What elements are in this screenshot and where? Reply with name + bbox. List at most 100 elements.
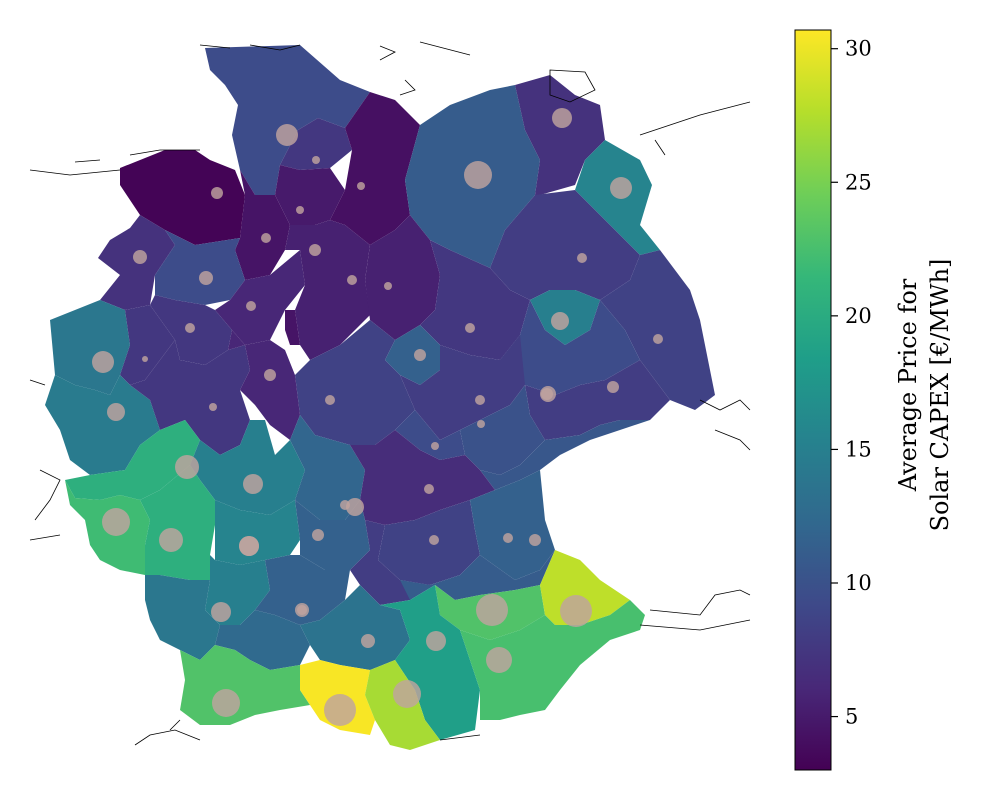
- region-hamburg: [280, 118, 352, 170]
- region-schwarzwald: [145, 575, 220, 660]
- bubble-chemnitz: [475, 395, 485, 405]
- region-brandenburg-nord: [600, 250, 715, 410]
- bubble-schwaebische-alb: [295, 603, 309, 617]
- bubble-niederbayern: [560, 595, 592, 627]
- region-schleswig-holstein: [205, 45, 370, 195]
- region-fulda: [290, 415, 365, 520]
- bubble-leipzig: [431, 442, 439, 450]
- region-oberfranken: [378, 500, 480, 585]
- region-rheinhessen: [140, 465, 215, 580]
- bubble-eifel: [175, 455, 199, 479]
- bubble-uckermark: [610, 177, 632, 199]
- bubble-magdeburg: [414, 349, 426, 361]
- region-oder-spree: [500, 300, 640, 395]
- region-eifel: [65, 420, 200, 500]
- region-oberbayern-west: [380, 585, 480, 740]
- region-ruhr: [120, 305, 175, 385]
- bubble-weser-ems: [246, 301, 256, 311]
- bubble-ruhr: [142, 356, 148, 362]
- region-weser-ems: [215, 250, 305, 345]
- bubble-hannover-west: [347, 275, 357, 285]
- region-schwaebische-alb: [215, 610, 310, 670]
- bubble-halle: [325, 395, 335, 405]
- region-sauerland: [130, 340, 250, 455]
- colorbar-ticks: 5 10 15 20 25 30: [831, 37, 872, 729]
- region-layer: [45, 45, 715, 750]
- region-elbe-weser: [330, 92, 420, 245]
- colorbar-tick-label: 25: [845, 170, 872, 194]
- bubble-dresden: [541, 388, 553, 400]
- bubble-vorpommern: [552, 108, 572, 128]
- region-braunschweig: [285, 310, 300, 345]
- bubble-ostfriesland: [211, 187, 223, 199]
- bubble-layer: [92, 108, 663, 726]
- bubble-sauerland: [209, 403, 217, 411]
- bubble-ostbayern: [476, 594, 508, 626]
- region-leipzig: [395, 410, 465, 460]
- bubble-oberfranken: [429, 535, 439, 545]
- bubble-emsland: [133, 250, 147, 264]
- bubble-brandenburg-nord: [653, 334, 663, 344]
- region-dresden: [460, 385, 545, 475]
- region-thueringen-sued: [350, 430, 495, 525]
- bubble-ostwestfalen: [185, 323, 195, 333]
- region-magdeburg: [385, 325, 440, 385]
- region-lueneburg: [365, 215, 440, 340]
- region-vorpommern: [515, 75, 605, 195]
- bubble-unterfranken: [312, 529, 324, 541]
- bubble-elbe-weser: [357, 182, 365, 190]
- bubble-bremen-nord: [261, 233, 271, 243]
- country-outline: [29, 41, 751, 746]
- bubble-werdenfels: [393, 680, 421, 708]
- region-rhein-main: [215, 500, 300, 565]
- colorbar-tick-label: 5: [845, 705, 858, 729]
- bubble-braunschweig: [309, 244, 321, 256]
- region-nordhessen: [228, 330, 300, 440]
- bubble-saarland-pfalz: [102, 508, 130, 536]
- colorbar-tick-label: 15: [845, 437, 872, 461]
- bubble-lausitz: [607, 381, 619, 393]
- region-unterfranken: [295, 500, 370, 570]
- colorbar-tick-label: 20: [845, 304, 872, 328]
- region-hannover-west: [285, 220, 370, 360]
- bubble-berlin: [551, 312, 569, 330]
- region-altmark: [420, 240, 530, 360]
- bubble-thueringen-sued: [424, 484, 434, 494]
- colorbar-tick-label: 30: [845, 37, 872, 61]
- bubble-mittelhessen: [243, 474, 263, 494]
- bubble-fulda: [346, 498, 364, 516]
- region-oberpfalz: [400, 550, 555, 600]
- region-rheinland: [45, 375, 160, 475]
- bubble-allgaeu: [324, 694, 356, 726]
- bubble-oberbayern-west: [426, 631, 446, 651]
- bubble-bodensee: [212, 689, 240, 717]
- bubble-schleswig-holstein: [276, 124, 298, 146]
- colorbar-label-line1: Average Price for: [894, 278, 922, 492]
- bubble-nordbaden: [239, 536, 259, 556]
- region-schwaben-nord: [300, 585, 410, 670]
- region-halle: [295, 320, 415, 445]
- bubble-oberbayern-ost: [486, 647, 512, 673]
- region-ostfriesland: [120, 150, 245, 245]
- bubble-oldenburg: [199, 271, 213, 285]
- region-oldenburg: [155, 230, 245, 305]
- bubble-altmark: [465, 323, 475, 333]
- colorbar-gradient: [794, 29, 832, 771]
- bubble-nordhessen: [264, 369, 276, 381]
- region-vogtland: [470, 470, 555, 580]
- bubble-unterweser: [296, 206, 304, 214]
- bubble-mittelfranken: [340, 500, 350, 510]
- bubble-schwarzwald: [211, 602, 231, 622]
- bubble-schwaben-nord: [361, 634, 375, 648]
- bubble-muensterland: [92, 351, 114, 373]
- bubble-mecklenburg-west: [464, 161, 492, 189]
- colorbar-tick-label: 10: [845, 571, 872, 595]
- region-thueringen-nord: [400, 335, 525, 440]
- region-mittelhessen: [190, 420, 305, 515]
- bubble-vogtland: [503, 533, 513, 543]
- region-hohenlohe: [255, 555, 350, 625]
- region-muensterland: [50, 300, 130, 395]
- bubble-prignitz: [577, 253, 587, 263]
- region-prignitz: [490, 190, 640, 300]
